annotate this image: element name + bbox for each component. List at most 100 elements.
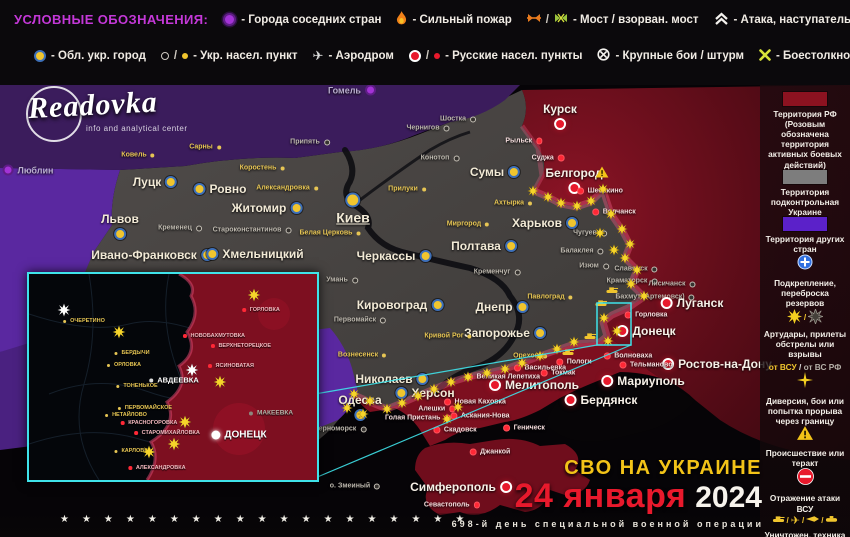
ukraine-territory-swatch	[782, 168, 828, 185]
legend-incident: Происшествие или теракт	[762, 426, 848, 468]
city-label: Чугуев	[573, 229, 597, 237]
inset-explosion-icon	[141, 445, 157, 459]
city-dot	[516, 301, 529, 313]
city-label: Славянск	[614, 265, 648, 273]
city: Славянск	[614, 265, 658, 273]
city: Умань	[326, 277, 358, 284]
city-label: Ростов-на-Дону	[678, 357, 772, 371]
rf-territory-swatch	[782, 91, 828, 107]
explosion-icon	[341, 402, 353, 414]
city-dot	[557, 154, 565, 162]
city-dot	[345, 192, 361, 208]
city-label: Волчанск	[602, 208, 636, 216]
city: Белая Церковь	[300, 230, 361, 237]
city-label: Кривой Рог	[424, 332, 464, 340]
city-label: Луганск	[676, 296, 724, 310]
inset-city-dot	[63, 319, 67, 323]
city: Чернигов	[406, 125, 450, 132]
neighbor-city-icon	[223, 13, 237, 26]
legend-russian-settlements: / - Русские насел. пункты	[408, 50, 582, 62]
inset-explosion-icon	[56, 303, 72, 317]
explosion-icon	[381, 403, 393, 415]
city: Горловка	[624, 312, 667, 319]
legend-bridge: / - Мост / взорван. мост	[526, 13, 699, 26]
city: Краматорск	[607, 278, 658, 285]
city-dot	[195, 225, 202, 231]
inset-city-dot	[117, 406, 121, 410]
city-label: Александровка	[256, 184, 310, 192]
city-dot	[206, 248, 219, 260]
city-dot	[280, 166, 285, 170]
inset-city-dot	[114, 351, 118, 355]
city-label: Киев	[336, 209, 370, 226]
city-label: Геническ	[513, 424, 545, 432]
inset-city-label: ОЧЕРЕТИНО	[70, 318, 105, 324]
legend-major-battles: - Крупные бои / штурм	[597, 48, 744, 64]
explosion-icon	[542, 191, 554, 203]
inset-city-dot	[120, 421, 125, 425]
inset-city-dot	[128, 466, 132, 470]
city-label: Ковель	[121, 151, 147, 159]
inset-city-dot	[182, 334, 187, 338]
major-battle-icon	[597, 48, 611, 64]
city: Кривой Рог	[424, 332, 472, 340]
donetsk-inset-map: ГОРЛОВКА ДОНЕЦК МАКЕЕВКА АВДЕЕВКА ЯСИНОВ…	[27, 272, 319, 482]
inset-city-label: ГОРЛОВКА	[249, 307, 280, 313]
city-dot	[444, 398, 451, 406]
city-dot	[564, 394, 577, 406]
city: Курск	[543, 102, 577, 130]
city-label: Севастополь	[423, 501, 470, 509]
city-dot	[504, 240, 517, 252]
city: Миргород	[447, 221, 490, 228]
legend-attack: - Атака, наступательные действия	[714, 12, 850, 28]
city: Хмельницкий	[206, 247, 304, 261]
city: Симферополь	[410, 480, 512, 494]
city: Припять	[290, 139, 330, 146]
inset-city-dot	[134, 431, 138, 435]
city: Люблин	[2, 164, 53, 176]
city: Прилуки	[388, 186, 426, 193]
inset-explosion-icon	[246, 288, 262, 302]
explosion-icon	[619, 252, 631, 264]
settlement-ring-icon	[160, 52, 169, 60]
russian-dot-icon	[434, 53, 441, 59]
legend-repelled-attack: Отражение атаки ВСУ	[762, 468, 848, 514]
city-label: Волноваха	[614, 352, 653, 360]
city: Черкассы	[357, 249, 432, 263]
city: Луцк	[133, 175, 178, 189]
inset-city: МАКЕЕВКА	[248, 410, 293, 417]
city: Изюм	[579, 263, 609, 270]
city-dot	[602, 263, 609, 269]
city: Кировоград	[357, 298, 444, 312]
city-label: Скадовск	[443, 426, 477, 434]
legend-bar: УСЛОВНЫЕ ОБОЗНАЧЕНИЯ: - Города соседних …	[0, 0, 850, 85]
city-label: Львов	[101, 212, 139, 226]
city-label: Симферополь	[410, 480, 496, 494]
city: Волчанск	[592, 209, 636, 216]
city: Севастополь	[423, 501, 481, 509]
city-dot	[433, 426, 440, 434]
explosion-icon	[638, 290, 650, 302]
city-label: Черноморск	[313, 425, 357, 433]
obl-city-icon	[34, 50, 46, 62]
inset-city-label: НЕТАЙЛОВО	[112, 412, 147, 418]
reinforcement-plus-icon	[797, 254, 813, 275]
inset-city-dot	[114, 449, 118, 453]
explosion-icon	[534, 350, 546, 362]
city: Житомир	[232, 201, 303, 215]
city-dot	[565, 217, 578, 229]
city-label: Шостка	[440, 115, 466, 123]
territory-belarus	[0, 85, 520, 170]
city: Коростень	[240, 165, 285, 172]
city-dot	[540, 369, 548, 377]
inset-city: ГОРЛОВКА	[242, 307, 280, 313]
city-label: Сарны	[189, 143, 213, 151]
city-label: Припять	[290, 138, 320, 146]
desna-river	[359, 130, 471, 202]
city-label: Житомир	[231, 201, 287, 215]
legend-ukr-settlement: / - Укр. насел. пункт	[160, 50, 298, 62]
city-label: Балаклея	[560, 247, 594, 255]
city: Лисичанск	[649, 281, 696, 288]
front-line-belgorod	[519, 124, 545, 193]
